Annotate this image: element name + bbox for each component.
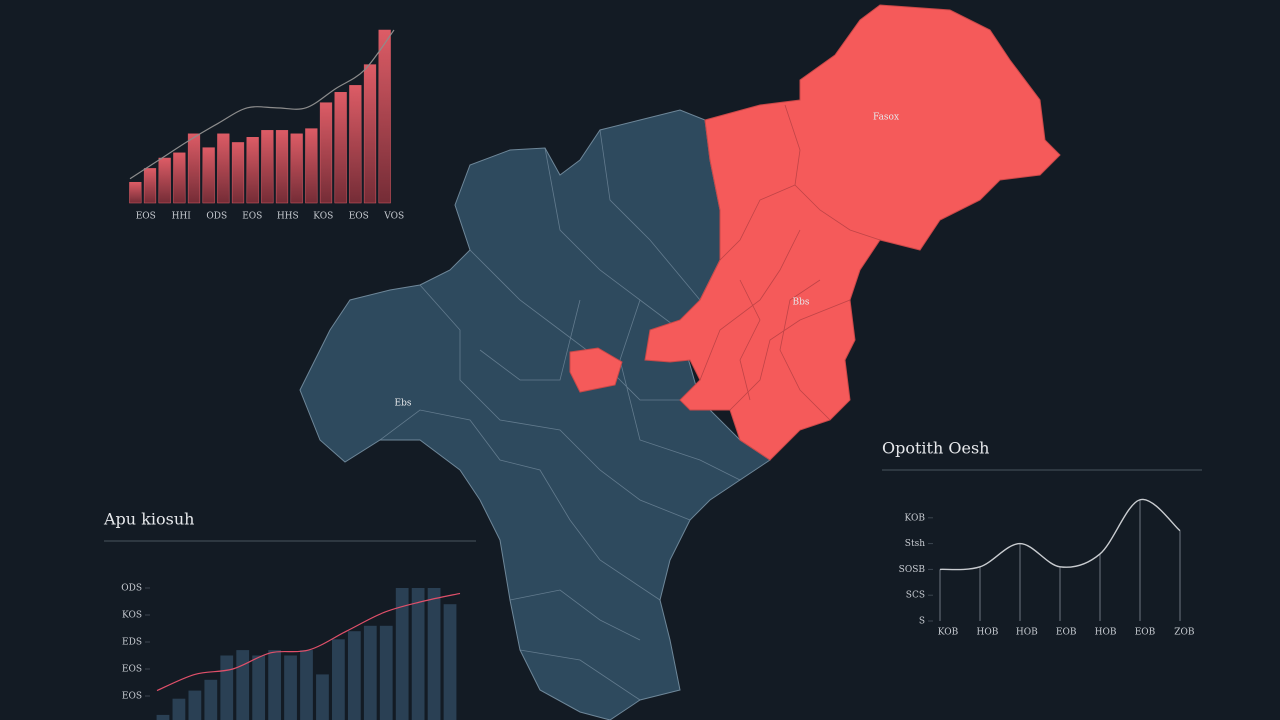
map-region xyxy=(644,4,1061,461)
bar xyxy=(332,639,345,720)
chart-title: Apu kiosuh xyxy=(103,510,194,529)
trend-line xyxy=(129,29,395,180)
chart-title: Opotith Oesh xyxy=(882,439,989,458)
bar xyxy=(443,604,457,720)
map-label: Fasox xyxy=(873,113,899,123)
bar xyxy=(284,655,297,720)
bar xyxy=(202,147,215,204)
x-tick-label: KOB xyxy=(938,628,959,638)
y-tick-label: SOSB xyxy=(899,565,926,575)
y-tick-label: SCS xyxy=(906,591,925,601)
map-border xyxy=(699,104,881,421)
x-tick-label: KOS xyxy=(313,212,333,222)
bar xyxy=(172,698,186,720)
y-tick-label: KOB xyxy=(905,513,926,523)
x-tick-label: HHI xyxy=(172,212,192,222)
bar xyxy=(379,625,393,720)
bar xyxy=(363,625,377,720)
map: Fasox Bbs Ebs xyxy=(299,4,1061,720)
bar xyxy=(231,142,245,204)
bar xyxy=(188,690,202,720)
bar xyxy=(143,168,157,204)
map-label: Bbs xyxy=(793,298,810,308)
bar xyxy=(156,714,170,720)
x-tick-label: HOB xyxy=(1016,628,1038,638)
bar xyxy=(290,133,303,204)
x-tick-label: EOS xyxy=(349,212,369,222)
line xyxy=(939,499,1181,571)
chart: ODS KOS EDS EOS EOS xyxy=(121,584,461,720)
x-tick-label: EOS xyxy=(242,212,262,222)
bar xyxy=(129,181,142,204)
x-tick-label: HHS xyxy=(277,212,299,222)
bar xyxy=(236,650,250,720)
x-tick-label: VOS xyxy=(383,212,404,222)
y-tick-label: EDS xyxy=(122,638,142,648)
y-tick-label: EOS xyxy=(122,692,142,702)
bar xyxy=(261,130,274,204)
x-tick-label: ODS xyxy=(206,212,227,222)
bar xyxy=(395,588,409,720)
y-tick-label: KOS xyxy=(122,611,142,621)
x-tick-label: HOB xyxy=(1095,628,1117,638)
bar xyxy=(305,128,318,204)
map-region xyxy=(299,109,771,720)
bar xyxy=(363,64,377,204)
bar xyxy=(246,137,259,204)
bar xyxy=(378,29,391,204)
map-region xyxy=(569,347,623,393)
x-tick-label: EOB xyxy=(1056,628,1077,638)
bar xyxy=(411,588,425,720)
map-label: Ebs xyxy=(395,399,412,409)
x-tick-label: EOS xyxy=(136,212,156,222)
bar xyxy=(347,631,361,720)
bar xyxy=(204,679,218,720)
map-border xyxy=(379,129,741,701)
bar xyxy=(275,130,289,204)
chart: EOS HHI ODS EOS HHS KOS EOS VOS xyxy=(129,29,404,222)
x-tick-label: HOB xyxy=(976,628,998,638)
y-tick-label: Stsh xyxy=(905,539,925,549)
bar xyxy=(316,674,329,720)
bar xyxy=(349,85,362,204)
x-tick-label: EOB xyxy=(1135,628,1156,638)
bar xyxy=(187,133,201,204)
y-tick-label: S xyxy=(919,617,925,627)
x-tick-label: ZOB xyxy=(1174,628,1195,638)
bar xyxy=(252,655,266,720)
bar xyxy=(158,157,171,204)
bar xyxy=(300,650,313,720)
bar xyxy=(220,655,234,720)
bar xyxy=(427,588,441,720)
bar xyxy=(217,133,230,204)
trend-line xyxy=(156,592,461,692)
y-tick-label: EOS xyxy=(122,665,142,675)
bar xyxy=(319,102,333,204)
bar xyxy=(268,650,281,720)
chart: KOB Stsh SOSB SCS S KOB HOB HOB EOB HOB EOB ZOB xyxy=(899,499,1195,638)
y-tick-label: ODS xyxy=(121,584,142,594)
bar xyxy=(334,92,347,204)
bar xyxy=(173,152,186,204)
